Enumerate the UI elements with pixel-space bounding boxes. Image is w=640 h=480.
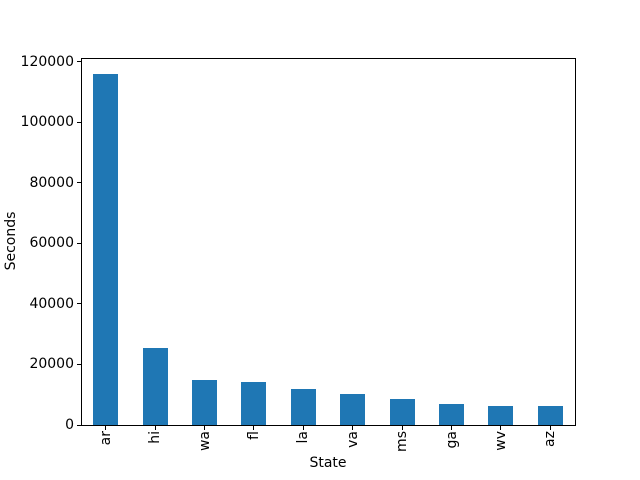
x-tick-label-va: va bbox=[344, 431, 361, 448]
y-tick-label: 80000 bbox=[29, 174, 74, 191]
bar-ar bbox=[93, 74, 119, 425]
y-axis-label: Seconds bbox=[3, 211, 19, 271]
y-tick-mark bbox=[77, 121, 81, 123]
x-tick-mark bbox=[549, 426, 551, 430]
y-tick-label: 120000 bbox=[20, 53, 74, 70]
y-tick-label: 0 bbox=[65, 417, 74, 433]
x-tick-label-wa: wa bbox=[196, 431, 213, 452]
x-tick-mark bbox=[352, 426, 354, 430]
y-tick-mark bbox=[77, 424, 81, 426]
bar-az bbox=[537, 405, 563, 425]
y-tick-label: 100000 bbox=[20, 114, 74, 131]
bar-ga bbox=[439, 403, 464, 425]
x-tick-label-wv: wv bbox=[492, 431, 509, 451]
x-tick-mark bbox=[500, 426, 502, 430]
y-tick-mark bbox=[77, 303, 81, 305]
x-tick-label-la: la bbox=[295, 431, 312, 444]
x-tick-mark bbox=[253, 426, 255, 430]
x-tick-mark bbox=[401, 426, 403, 430]
bar-hi bbox=[142, 347, 168, 425]
x-tick-label-ms: ms bbox=[394, 431, 411, 452]
y-tick-label: 60000 bbox=[29, 235, 74, 252]
x-tick-label-ga: ga bbox=[443, 431, 460, 449]
x-tick-mark bbox=[154, 426, 156, 430]
bar-ms bbox=[389, 398, 415, 425]
y-tick-mark bbox=[77, 242, 81, 244]
y-tick-mark bbox=[77, 182, 81, 184]
x-tick-mark bbox=[204, 426, 205, 430]
x-tick-label-fl: fl bbox=[245, 431, 262, 440]
y-tick-mark bbox=[77, 61, 81, 63]
bar-wa bbox=[192, 379, 217, 425]
x-tick-mark bbox=[302, 426, 304, 430]
bar-fl bbox=[241, 382, 267, 425]
x-tick-label-ar: ar bbox=[97, 431, 114, 446]
x-tick-label-az: az bbox=[542, 431, 559, 447]
bar-la bbox=[290, 388, 316, 425]
x-tick-mark bbox=[105, 426, 107, 430]
y-tick-mark bbox=[77, 363, 81, 365]
x-axis-label: State bbox=[309, 455, 347, 471]
bar-wv bbox=[488, 405, 514, 425]
x-tick-label-hi: hi bbox=[147, 431, 164, 444]
y-tick-label: 40000 bbox=[29, 295, 74, 312]
bar-va bbox=[340, 393, 366, 425]
y-tick-label: 20000 bbox=[29, 356, 74, 373]
x-tick-mark bbox=[451, 426, 452, 430]
